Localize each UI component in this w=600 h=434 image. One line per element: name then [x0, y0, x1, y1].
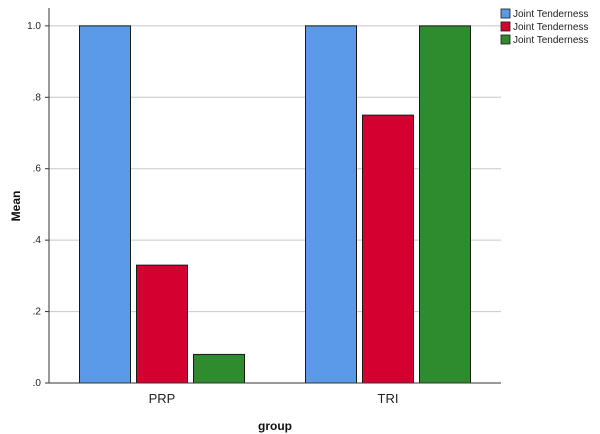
y-axis-title: Mean	[9, 191, 23, 222]
y-tick-label: .2	[33, 307, 42, 318]
y-tick-label: .8	[33, 92, 42, 103]
y-tick-label: 1.0	[27, 21, 41, 32]
x-tick-labels: PRP TRI	[149, 391, 399, 406]
legend-label: Joint Tenderness	[513, 22, 588, 33]
legend-label: Joint Tenderness	[513, 9, 588, 20]
legend-swatch	[500, 8, 511, 19]
bar	[79, 25, 131, 384]
x-axis-title: group	[258, 419, 292, 433]
bar	[419, 25, 471, 384]
y-tick-label: .0	[33, 378, 42, 389]
bars	[79, 25, 471, 384]
legend: Joint Tenderness Joint Tenderness Joint Te…	[500, 8, 588, 46]
x-tick-label: PRP	[149, 391, 176, 406]
y-tick-labels: .0 .2 .4 .6 .8 1.0	[27, 21, 49, 389]
x-tick-label: TRI	[378, 391, 399, 406]
bar	[305, 25, 357, 384]
bar	[136, 264, 188, 384]
legend-swatch	[500, 21, 511, 32]
legend-label: Joint Tenderness	[513, 35, 588, 46]
axes	[48, 8, 501, 384]
bar	[193, 353, 245, 384]
legend-swatch	[500, 34, 511, 45]
y-tick-label: .6	[33, 164, 42, 175]
bar	[362, 114, 414, 384]
y-tick-label: .4	[33, 235, 42, 246]
